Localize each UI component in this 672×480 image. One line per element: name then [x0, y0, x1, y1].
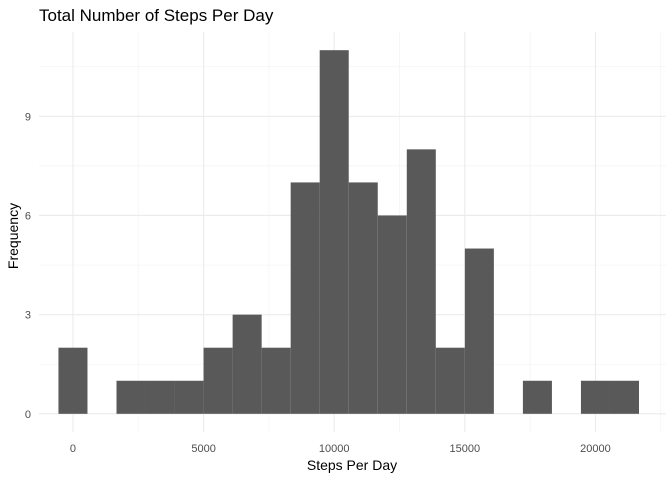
y-axis-title: Frequency	[5, 203, 21, 269]
histogram-bar	[261, 347, 291, 414]
histogram-bar	[580, 380, 610, 414]
x-tick-label: 10000	[319, 443, 350, 455]
histogram-bars	[58, 50, 639, 414]
y-tick-label: 3	[25, 310, 31, 322]
histogram-bar	[522, 380, 552, 414]
histogram-bar	[145, 380, 175, 414]
histogram-bar	[348, 182, 378, 414]
y-tick-label: 0	[25, 409, 31, 421]
histogram-bar	[232, 314, 262, 414]
histogram-bar	[464, 248, 494, 414]
histogram-bar	[377, 215, 407, 414]
x-tick-label: 0	[70, 443, 76, 455]
histogram-bar	[174, 380, 204, 414]
y-tick-label: 9	[25, 111, 31, 123]
histogram-bar	[203, 347, 233, 414]
axis-ticks: 0 5000 10000 15000 20000 0 3 6 9	[25, 111, 611, 455]
y-tick-label: 6	[25, 210, 31, 222]
chart-title: Total Number of Steps Per Day	[39, 6, 274, 25]
histogram-bar	[290, 182, 320, 414]
x-tick-label: 15000	[450, 443, 481, 455]
histogram-bar	[58, 347, 88, 414]
x-tick-label: 5000	[191, 443, 215, 455]
histogram-bar	[116, 380, 146, 414]
histogram-bar	[319, 50, 349, 414]
histogram-bar	[406, 149, 436, 414]
x-axis-title: Steps Per Day	[307, 457, 397, 473]
histogram-bar	[435, 347, 465, 414]
histogram-bar	[609, 380, 639, 414]
x-tick-label: 20000	[580, 443, 611, 455]
